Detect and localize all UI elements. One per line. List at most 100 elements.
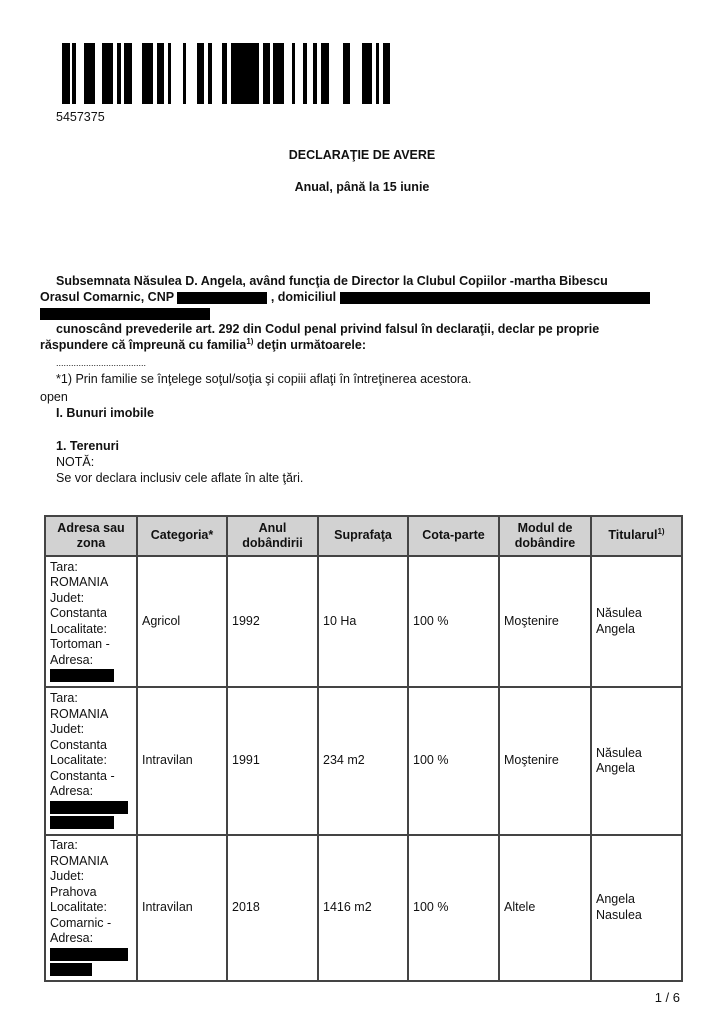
document-title: DECLARAŢIE DE AVERE (288, 148, 436, 162)
address-line: Constanta (50, 737, 107, 752)
address-line: Adresa: (50, 784, 94, 799)
redaction-line (50, 947, 132, 963)
address-line: Constanta - (50, 768, 115, 783)
barcode-bar (116, 43, 121, 104)
cell-holder: Angela Nasulea (590, 834, 683, 982)
header-share: Cota-parte (407, 515, 500, 557)
barcode-bar (230, 43, 259, 104)
statement-line: cunoscând prevederile art. 292 din Codul… (56, 322, 600, 336)
header-year: Anul dobândirii (226, 515, 319, 557)
footnote-ref: 1) (246, 336, 254, 346)
table-row: Tara: ROMANIA Judet: Prahova Localitate: Coma… (44, 834, 683, 982)
address-line: ROMANIA (50, 853, 109, 868)
cell-share: 100 % (407, 834, 500, 982)
open-label: open (40, 390, 68, 404)
statement-line: răspundere că împreună cu familia1) deţi… (40, 337, 690, 353)
dotted-line: .................................... (40, 355, 690, 371)
redacted-address (50, 669, 114, 683)
domicile-label: , domiciliul (270, 290, 337, 304)
table-row: Tara: ROMANIA Judet: Constanta Localitate: Co… (44, 686, 683, 836)
cell-area: 234 m2 (317, 686, 409, 836)
redacted-address (50, 963, 92, 977)
barcode-bar (124, 43, 132, 104)
barcode-bar (84, 43, 95, 104)
land-table: Adresa sau zona Categoria* Anul dobândir… (44, 515, 683, 982)
cell-year: 1991 (226, 686, 319, 836)
barcode-bar (156, 43, 164, 104)
address-line: Judet: (50, 590, 85, 605)
address-line: Tara: (50, 691, 78, 706)
subsection-heading: 1. Terenuri (56, 439, 119, 453)
barcode-bar (168, 43, 171, 104)
barcode-bar (383, 43, 390, 104)
address-line: Localitate: (50, 900, 107, 914)
address-line: ROMANIA (50, 706, 109, 721)
barcode-bar (72, 43, 76, 104)
page-number: 1 / 6 (654, 989, 680, 1005)
address-line: ROMANIA (50, 575, 109, 589)
barcode (0, 0, 400, 106)
header-holder-label: Titularul (608, 528, 658, 543)
barcode-bar (61, 43, 70, 104)
address-line: Judet: (50, 722, 85, 737)
header-holder: Titularul1) (590, 515, 683, 557)
cell-address: Tara: ROMANIA Judet: Constanta Localitate: To… (44, 555, 138, 688)
table-header-row: Adresa sau zona Categoria* Anul dobândir… (44, 515, 683, 557)
legal-statement: cunoscând prevederile art. 292 din Codul… (40, 321, 690, 353)
dots: .................................... (56, 358, 147, 368)
header-address: Adresa sau zona (44, 515, 138, 557)
cell-address: Tara: ROMANIA Judet: Constanta Localitate: Co… (44, 686, 138, 836)
barcode-bar (375, 43, 380, 104)
address-line: Comarnic - (50, 915, 112, 930)
barcode-bar (321, 43, 329, 104)
barcode-number: 5457375 (56, 110, 105, 124)
cell-year: 1992 (226, 555, 319, 688)
header-category: Categoria* (136, 515, 228, 557)
address-line: Prahova (50, 884, 97, 899)
address-line: Judet: (50, 869, 85, 883)
redaction-line (50, 815, 132, 831)
barcode-bar (207, 43, 212, 104)
cell-holder: Năsulea Angela (590, 555, 683, 688)
document-subtitle: Anual, până la 15 iunie (294, 180, 430, 194)
redacted-cnp (177, 291, 268, 304)
statement-text: deţin următoarele: (253, 338, 366, 352)
redacted-address (50, 816, 114, 830)
barcode-bar (182, 43, 186, 104)
address-line: Localitate: (50, 753, 107, 768)
redaction-line (50, 668, 132, 684)
cell-holder: Năsulea Angela (590, 686, 683, 836)
cell-area: 10 Ha (317, 555, 409, 688)
barcode-bar (313, 43, 318, 104)
barcode-bar (361, 43, 373, 104)
cell-category: Intravilan (136, 834, 228, 982)
redacted-address (50, 947, 128, 961)
cell-share: 100 % (407, 686, 500, 836)
barcode-bar (273, 43, 285, 104)
redacted-address (339, 291, 650, 304)
declarant-statement: Subsemnata Năsulea D. Angela, având func… (40, 273, 690, 321)
footnote-ref: 1) (657, 527, 665, 537)
cnp-label: Orasul Comarnic, CNP (40, 290, 174, 304)
redaction-line (50, 800, 132, 816)
cell-address: Tara: ROMANIA Judet: Prahova Localitate: Coma… (44, 834, 138, 982)
redaction-line (50, 962, 132, 978)
table-row: Tara: ROMANIA Judet: Constanta Localitate: To… (44, 555, 683, 688)
address-line: Adresa: (50, 931, 94, 945)
address-line: Tara: (50, 559, 78, 574)
barcode-bar (102, 43, 113, 104)
header-area: Suprafaţa (317, 515, 409, 557)
barcode-bar (262, 43, 270, 104)
address-line: Adresa: (50, 652, 94, 667)
redacted-address-cont (40, 307, 210, 320)
note-label: NOTĂ: (56, 455, 95, 469)
statement-line: Subsemnata Năsulea D. Angela, având func… (56, 274, 608, 288)
barcode-bar (303, 43, 307, 104)
cell-acquisition-mode: Moştenire (498, 555, 592, 688)
barcode-bar (291, 43, 295, 104)
note-text: Se vor declara inclusiv cele aflate în a… (56, 471, 304, 485)
cell-category: Agricol (136, 555, 228, 688)
cell-share: 100 % (407, 555, 500, 688)
redacted-address (50, 800, 128, 814)
